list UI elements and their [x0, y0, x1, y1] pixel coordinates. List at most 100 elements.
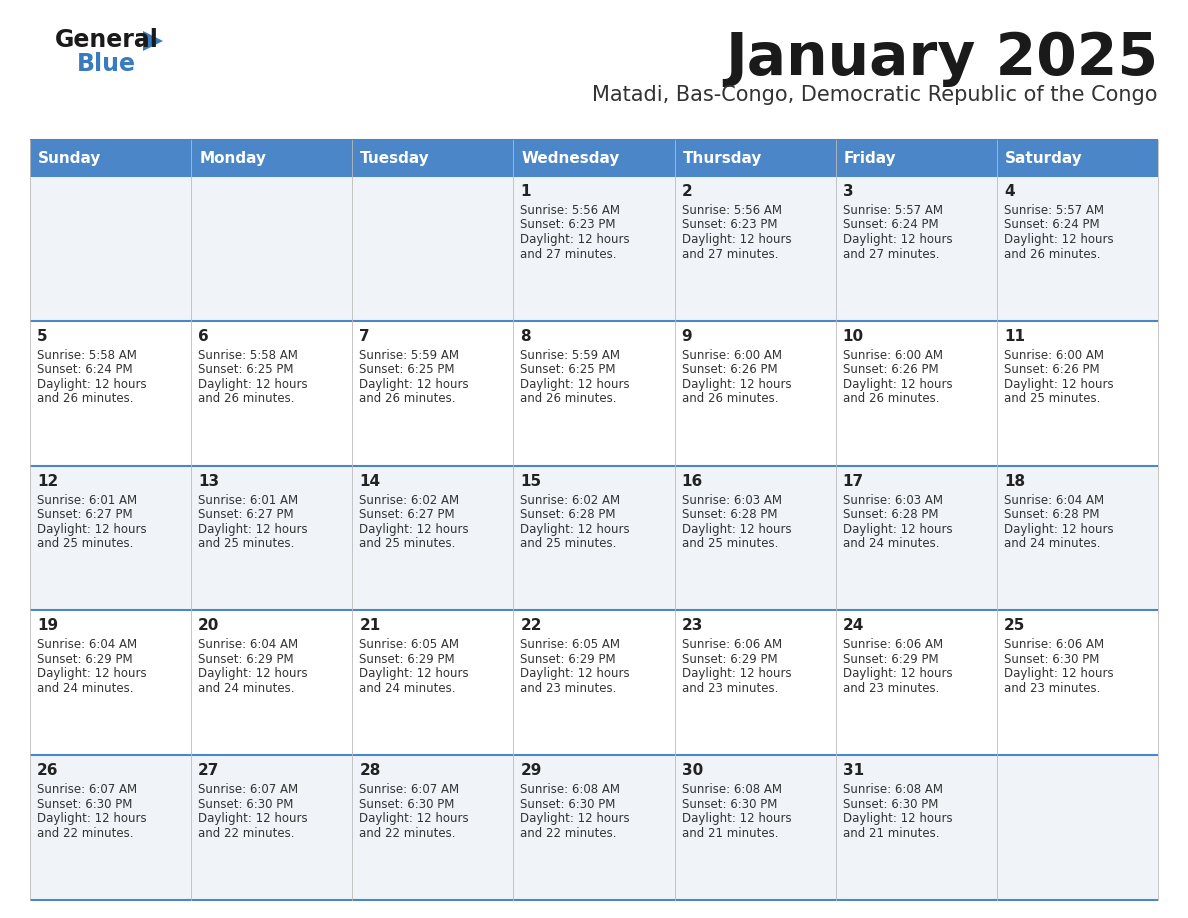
Text: and 22 minutes.: and 22 minutes.	[37, 827, 133, 840]
Text: Sunset: 6:30 PM: Sunset: 6:30 PM	[520, 798, 615, 811]
Bar	[191, 610, 353, 756]
Text: Daylight: 12 hours: Daylight: 12 hours	[520, 812, 630, 825]
Bar	[835, 610, 997, 756]
Text: and 24 minutes.: and 24 minutes.	[842, 537, 940, 550]
Text: Sunrise: 5:56 AM: Sunrise: 5:56 AM	[520, 204, 620, 217]
Bar	[513, 176, 675, 320]
Text: Daylight: 12 hours: Daylight: 12 hours	[842, 378, 953, 391]
Bar	[675, 176, 835, 320]
Bar	[997, 610, 1158, 756]
Text: 6: 6	[198, 329, 209, 344]
Text: Daylight: 12 hours: Daylight: 12 hours	[359, 667, 469, 680]
Text: and 26 minutes.: and 26 minutes.	[198, 392, 295, 406]
Text: 30: 30	[682, 763, 703, 778]
Text: Sunrise: 6:02 AM: Sunrise: 6:02 AM	[359, 494, 460, 507]
Text: General: General	[55, 28, 159, 52]
Text: Daylight: 12 hours: Daylight: 12 hours	[842, 522, 953, 535]
Text: Sunrise: 6:04 AM: Sunrise: 6:04 AM	[1004, 494, 1104, 507]
Text: Wednesday: Wednesday	[522, 151, 620, 165]
Text: and 22 minutes.: and 22 minutes.	[520, 827, 617, 840]
Text: 13: 13	[198, 474, 220, 488]
Polygon shape	[143, 31, 163, 51]
Bar	[675, 610, 835, 756]
Text: and 21 minutes.: and 21 minutes.	[842, 827, 940, 840]
Bar	[835, 320, 997, 465]
Text: 9: 9	[682, 329, 693, 344]
Text: and 24 minutes.: and 24 minutes.	[37, 682, 133, 695]
Text: Sunrise: 6:06 AM: Sunrise: 6:06 AM	[682, 638, 782, 652]
Bar	[191, 465, 353, 610]
Text: Sunset: 6:30 PM: Sunset: 6:30 PM	[37, 798, 132, 811]
Bar	[513, 320, 675, 465]
Bar	[353, 756, 513, 900]
Text: Sunset: 6:30 PM: Sunset: 6:30 PM	[359, 798, 455, 811]
Bar	[835, 756, 997, 900]
Bar	[191, 320, 353, 465]
Bar	[513, 465, 675, 610]
Text: Daylight: 12 hours: Daylight: 12 hours	[37, 378, 146, 391]
Text: Sunset: 6:29 PM: Sunset: 6:29 PM	[359, 653, 455, 666]
Text: and 25 minutes.: and 25 minutes.	[198, 537, 295, 550]
Text: Daylight: 12 hours: Daylight: 12 hours	[37, 812, 146, 825]
Text: 31: 31	[842, 763, 864, 778]
Bar	[30, 176, 191, 320]
Text: Daylight: 12 hours: Daylight: 12 hours	[520, 233, 630, 246]
Bar	[997, 756, 1158, 900]
Bar	[191, 140, 353, 176]
Text: Daylight: 12 hours: Daylight: 12 hours	[198, 522, 308, 535]
Text: Daylight: 12 hours: Daylight: 12 hours	[1004, 522, 1113, 535]
Text: Sunrise: 6:00 AM: Sunrise: 6:00 AM	[682, 349, 782, 362]
Text: and 24 minutes.: and 24 minutes.	[359, 682, 456, 695]
Text: Sunset: 6:26 PM: Sunset: 6:26 PM	[842, 364, 939, 376]
Bar	[353, 176, 513, 320]
Bar	[675, 465, 835, 610]
Bar	[30, 756, 191, 900]
Text: 17: 17	[842, 474, 864, 488]
Text: and 23 minutes.: and 23 minutes.	[1004, 682, 1100, 695]
Text: Sunset: 6:28 PM: Sunset: 6:28 PM	[520, 508, 615, 521]
Bar	[675, 320, 835, 465]
Text: Daylight: 12 hours: Daylight: 12 hours	[37, 667, 146, 680]
Text: 2: 2	[682, 184, 693, 199]
Text: 16: 16	[682, 474, 703, 488]
Text: 4: 4	[1004, 184, 1015, 199]
Bar	[835, 176, 997, 320]
Text: Daylight: 12 hours: Daylight: 12 hours	[198, 378, 308, 391]
Text: and 25 minutes.: and 25 minutes.	[359, 537, 456, 550]
Bar	[997, 465, 1158, 610]
Text: Sunrise: 6:00 AM: Sunrise: 6:00 AM	[842, 349, 943, 362]
Text: 28: 28	[359, 763, 380, 778]
Bar	[191, 176, 353, 320]
Text: 22: 22	[520, 619, 542, 633]
Bar	[997, 176, 1158, 320]
Bar	[30, 320, 191, 465]
Text: 10: 10	[842, 329, 864, 344]
Text: and 24 minutes.: and 24 minutes.	[198, 682, 295, 695]
Text: Daylight: 12 hours: Daylight: 12 hours	[842, 233, 953, 246]
Text: Sunrise: 6:08 AM: Sunrise: 6:08 AM	[682, 783, 782, 796]
Text: 19: 19	[37, 619, 58, 633]
Text: and 26 minutes.: and 26 minutes.	[682, 392, 778, 406]
Text: and 26 minutes.: and 26 minutes.	[842, 392, 940, 406]
Bar	[997, 320, 1158, 465]
Text: Saturday: Saturday	[1005, 151, 1082, 165]
Text: Sunrise: 6:07 AM: Sunrise: 6:07 AM	[198, 783, 298, 796]
Bar	[675, 140, 835, 176]
Text: 14: 14	[359, 474, 380, 488]
Bar	[513, 610, 675, 756]
Text: Sunset: 6:27 PM: Sunset: 6:27 PM	[359, 508, 455, 521]
Text: Sunrise: 6:03 AM: Sunrise: 6:03 AM	[842, 494, 943, 507]
Text: and 25 minutes.: and 25 minutes.	[520, 537, 617, 550]
Bar	[513, 140, 675, 176]
Text: Sunset: 6:25 PM: Sunset: 6:25 PM	[359, 364, 455, 376]
Text: Sunset: 6:26 PM: Sunset: 6:26 PM	[682, 364, 777, 376]
Text: Sunset: 6:23 PM: Sunset: 6:23 PM	[682, 218, 777, 231]
Text: and 25 minutes.: and 25 minutes.	[1004, 392, 1100, 406]
Text: Sunset: 6:28 PM: Sunset: 6:28 PM	[1004, 508, 1099, 521]
Text: Sunrise: 6:04 AM: Sunrise: 6:04 AM	[198, 638, 298, 652]
Text: Daylight: 12 hours: Daylight: 12 hours	[1004, 233, 1113, 246]
Text: 18: 18	[1004, 474, 1025, 488]
Text: and 26 minutes.: and 26 minutes.	[37, 392, 133, 406]
Text: Friday: Friday	[843, 151, 896, 165]
Text: 26: 26	[37, 763, 58, 778]
